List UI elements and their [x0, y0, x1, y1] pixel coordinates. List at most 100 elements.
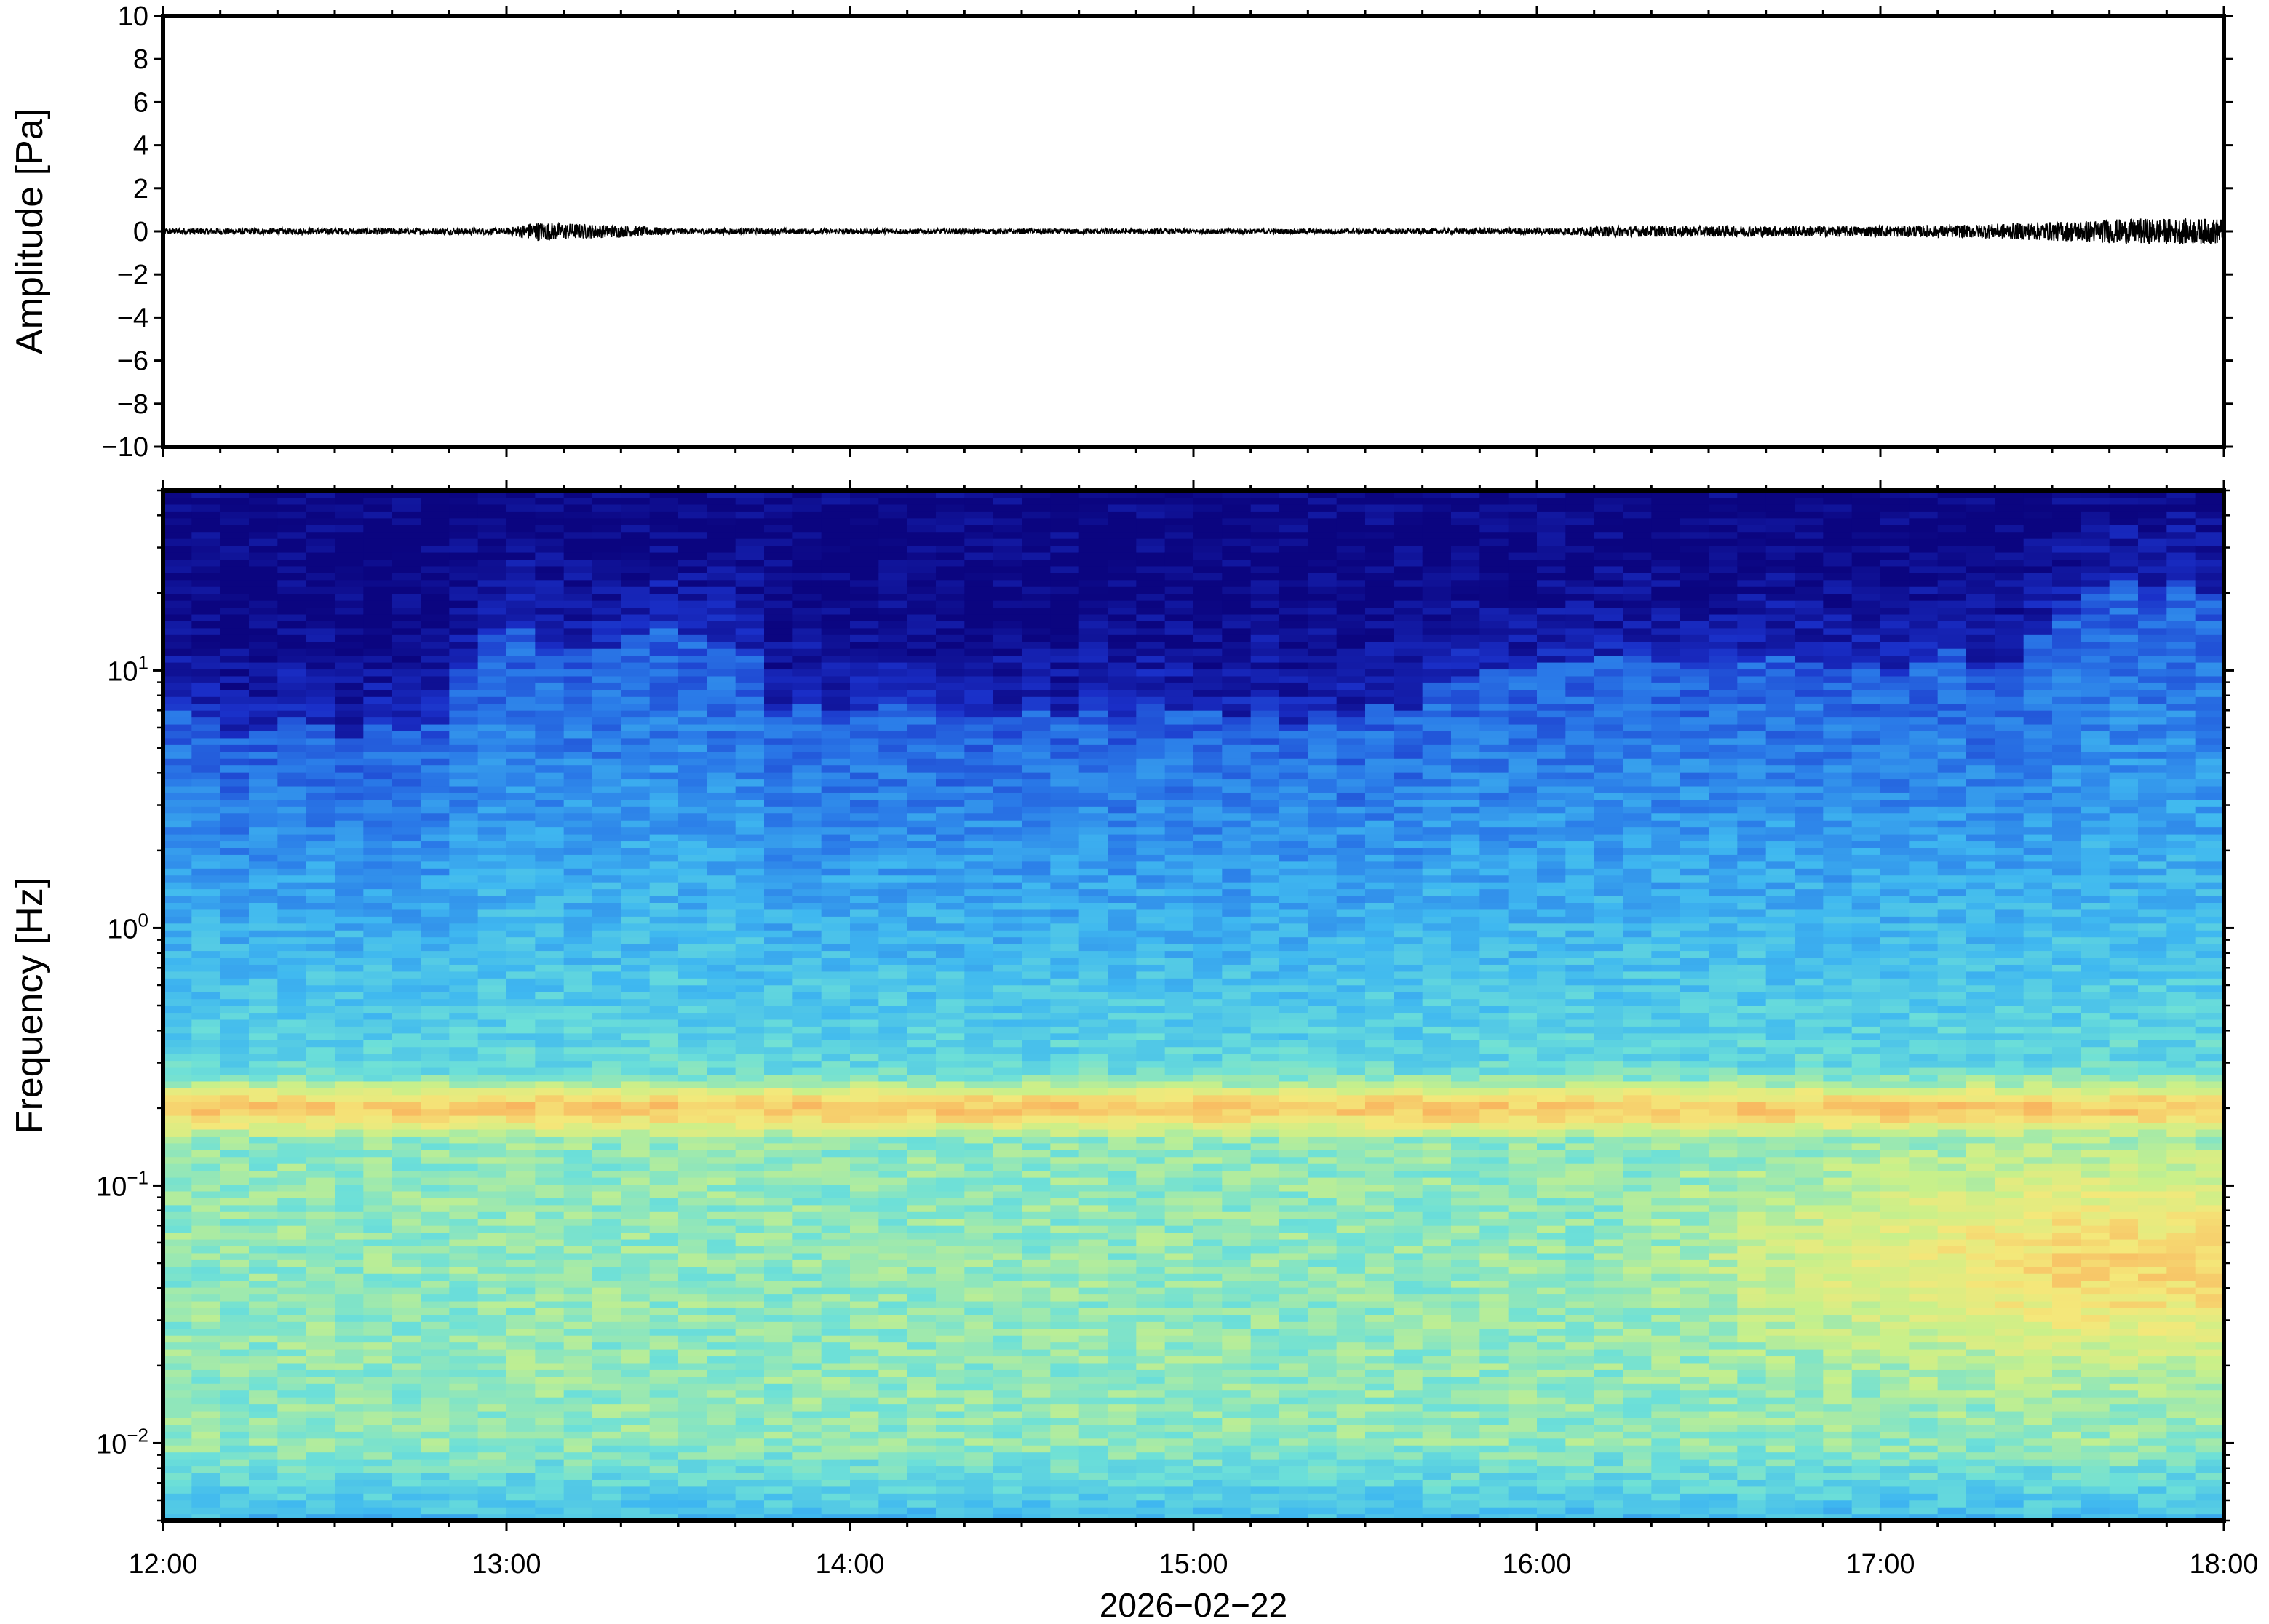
spectrogram-cell: [249, 772, 278, 779]
spectrogram-cell: [1022, 1363, 1051, 1370]
spectrogram-cell: [592, 1500, 621, 1508]
spectrogram-cell: [650, 1465, 679, 1473]
spectrogram-cell: [306, 1184, 335, 1191]
spectrogram-cell: [650, 820, 679, 827]
spectrogram-cell: [277, 1246, 306, 1253]
spectrogram-cell: [249, 690, 278, 697]
spectrogram-cell: [936, 669, 965, 676]
spectrogram-cell: [277, 779, 306, 786]
spectrogram-cell: [392, 772, 421, 779]
spectrogram-cell: [1079, 1225, 1108, 1233]
spectrogram-cell: [822, 704, 851, 711]
spectrogram-cell: [678, 1425, 707, 1432]
spectrogram-cell: [191, 813, 220, 821]
spectrogram-cell: [592, 1211, 621, 1219]
spectrogram-cell: [564, 600, 593, 608]
spectrogram-cell: [936, 1163, 965, 1171]
spectrogram-cell: [249, 848, 278, 855]
spectrogram-cell: [850, 840, 879, 848]
spectrogram-cell: [1050, 834, 1079, 841]
spectrogram-cell: [936, 648, 965, 656]
spectrogram-cell: [650, 1205, 679, 1212]
spectrogram-cell: [792, 1411, 822, 1418]
spectrogram-cell: [1022, 1198, 1051, 1205]
spectrogram-cell: [822, 518, 851, 525]
spectrogram-cell: [535, 1143, 564, 1150]
spectrogram-cell: [878, 1452, 907, 1460]
spectrogram-cell: [506, 532, 536, 539]
spectrogram-cell: [421, 600, 450, 608]
spectrogram-cell: [678, 916, 707, 923]
spectrogram-cell: [621, 978, 650, 985]
spectrogram-cell: [936, 662, 965, 669]
spectrogram-cell: [249, 573, 278, 580]
spectrogram-cell: [907, 813, 937, 821]
spectrogram-cell: [449, 1061, 478, 1068]
spectrogram-cell: [277, 1417, 306, 1425]
spectrogram-cell: [736, 944, 765, 951]
spectrogram-cell: [421, 1349, 450, 1356]
spectrogram-cell: [564, 1273, 593, 1281]
spectrogram-cell: [163, 1500, 192, 1508]
spectrogram-cell: [421, 744, 450, 752]
spectrogram-cell: [363, 1479, 392, 1486]
spectrogram-cell: [964, 1040, 993, 1047]
spectrogram-cell: [220, 978, 250, 985]
spectrogram-cell: [506, 848, 536, 855]
spectrogram-cell: [506, 896, 536, 903]
spectrogram-cell: [1050, 1493, 1079, 1500]
spectrogram-cell: [621, 820, 650, 827]
spectrogram-cell: [650, 827, 679, 835]
spectrogram-cell: [191, 1150, 220, 1157]
spectrogram-cell: [850, 820, 879, 827]
spectrogram-cell: [306, 930, 335, 937]
spectrogram-cell: [764, 1115, 793, 1123]
spectrogram-cell: [335, 1136, 364, 1143]
spectrogram-cell: [792, 532, 822, 539]
spectrogram-cell: [1079, 1459, 1108, 1466]
spectrogram-cell: [1022, 744, 1051, 752]
spectrogram-cell: [592, 532, 621, 539]
spectrogram-cell: [736, 1129, 765, 1137]
spectrogram-cell: [335, 1095, 364, 1102]
spectrogram-cell: [964, 525, 993, 532]
spectrogram-cell: [878, 573, 907, 580]
spectrogram-cell: [964, 758, 993, 765]
spectrogram-cell: [707, 1115, 736, 1123]
spectrogram-cell: [621, 882, 650, 889]
spectrogram-cell: [878, 1321, 907, 1329]
spectrogram-cell: [163, 985, 192, 992]
spectrogram-cell: [936, 1390, 965, 1398]
spectrogram-cell: [535, 1239, 564, 1246]
spectrogram-cell: [707, 1329, 736, 1336]
spectrogram-cell: [535, 1233, 564, 1240]
spectrogram-cell: [1050, 1259, 1079, 1267]
spectrogram-cell: [822, 682, 851, 690]
spectrogram-cell: [220, 1342, 250, 1350]
spectrogram-cell: [707, 497, 736, 504]
spectrogram-cell: [764, 985, 793, 992]
spectrogram-cell: [822, 1012, 851, 1019]
spectrogram-cell: [506, 827, 536, 835]
amplitude-y-tick-label: −6: [117, 346, 148, 377]
spectrogram-cell: [277, 1267, 306, 1274]
spectrogram-cell: [936, 559, 965, 566]
spectrogram-cell: [506, 710, 536, 717]
spectrogram-cell: [535, 827, 564, 835]
spectrogram-cell: [878, 662, 907, 669]
spectrogram-cell: [936, 937, 965, 944]
spectrogram-cell: [792, 580, 822, 587]
spectrogram-cell: [335, 1397, 364, 1404]
spectrogram-cell: [822, 1349, 851, 1356]
spectrogram-cell: [878, 566, 907, 573]
spectrogram-cell: [535, 806, 564, 813]
spectrogram-cell: [621, 744, 650, 752]
spectrogram-cell: [191, 1211, 220, 1219]
spectrogram-cell: [392, 992, 421, 999]
spectrogram-cell: [191, 1177, 220, 1185]
spectrogram-cell: [792, 656, 822, 663]
spectrogram-cell: [449, 1081, 478, 1088]
spectrogram-cell: [564, 1019, 593, 1027]
spectrogram-cell: [621, 662, 650, 669]
spectrogram-cell: [1050, 580, 1079, 587]
